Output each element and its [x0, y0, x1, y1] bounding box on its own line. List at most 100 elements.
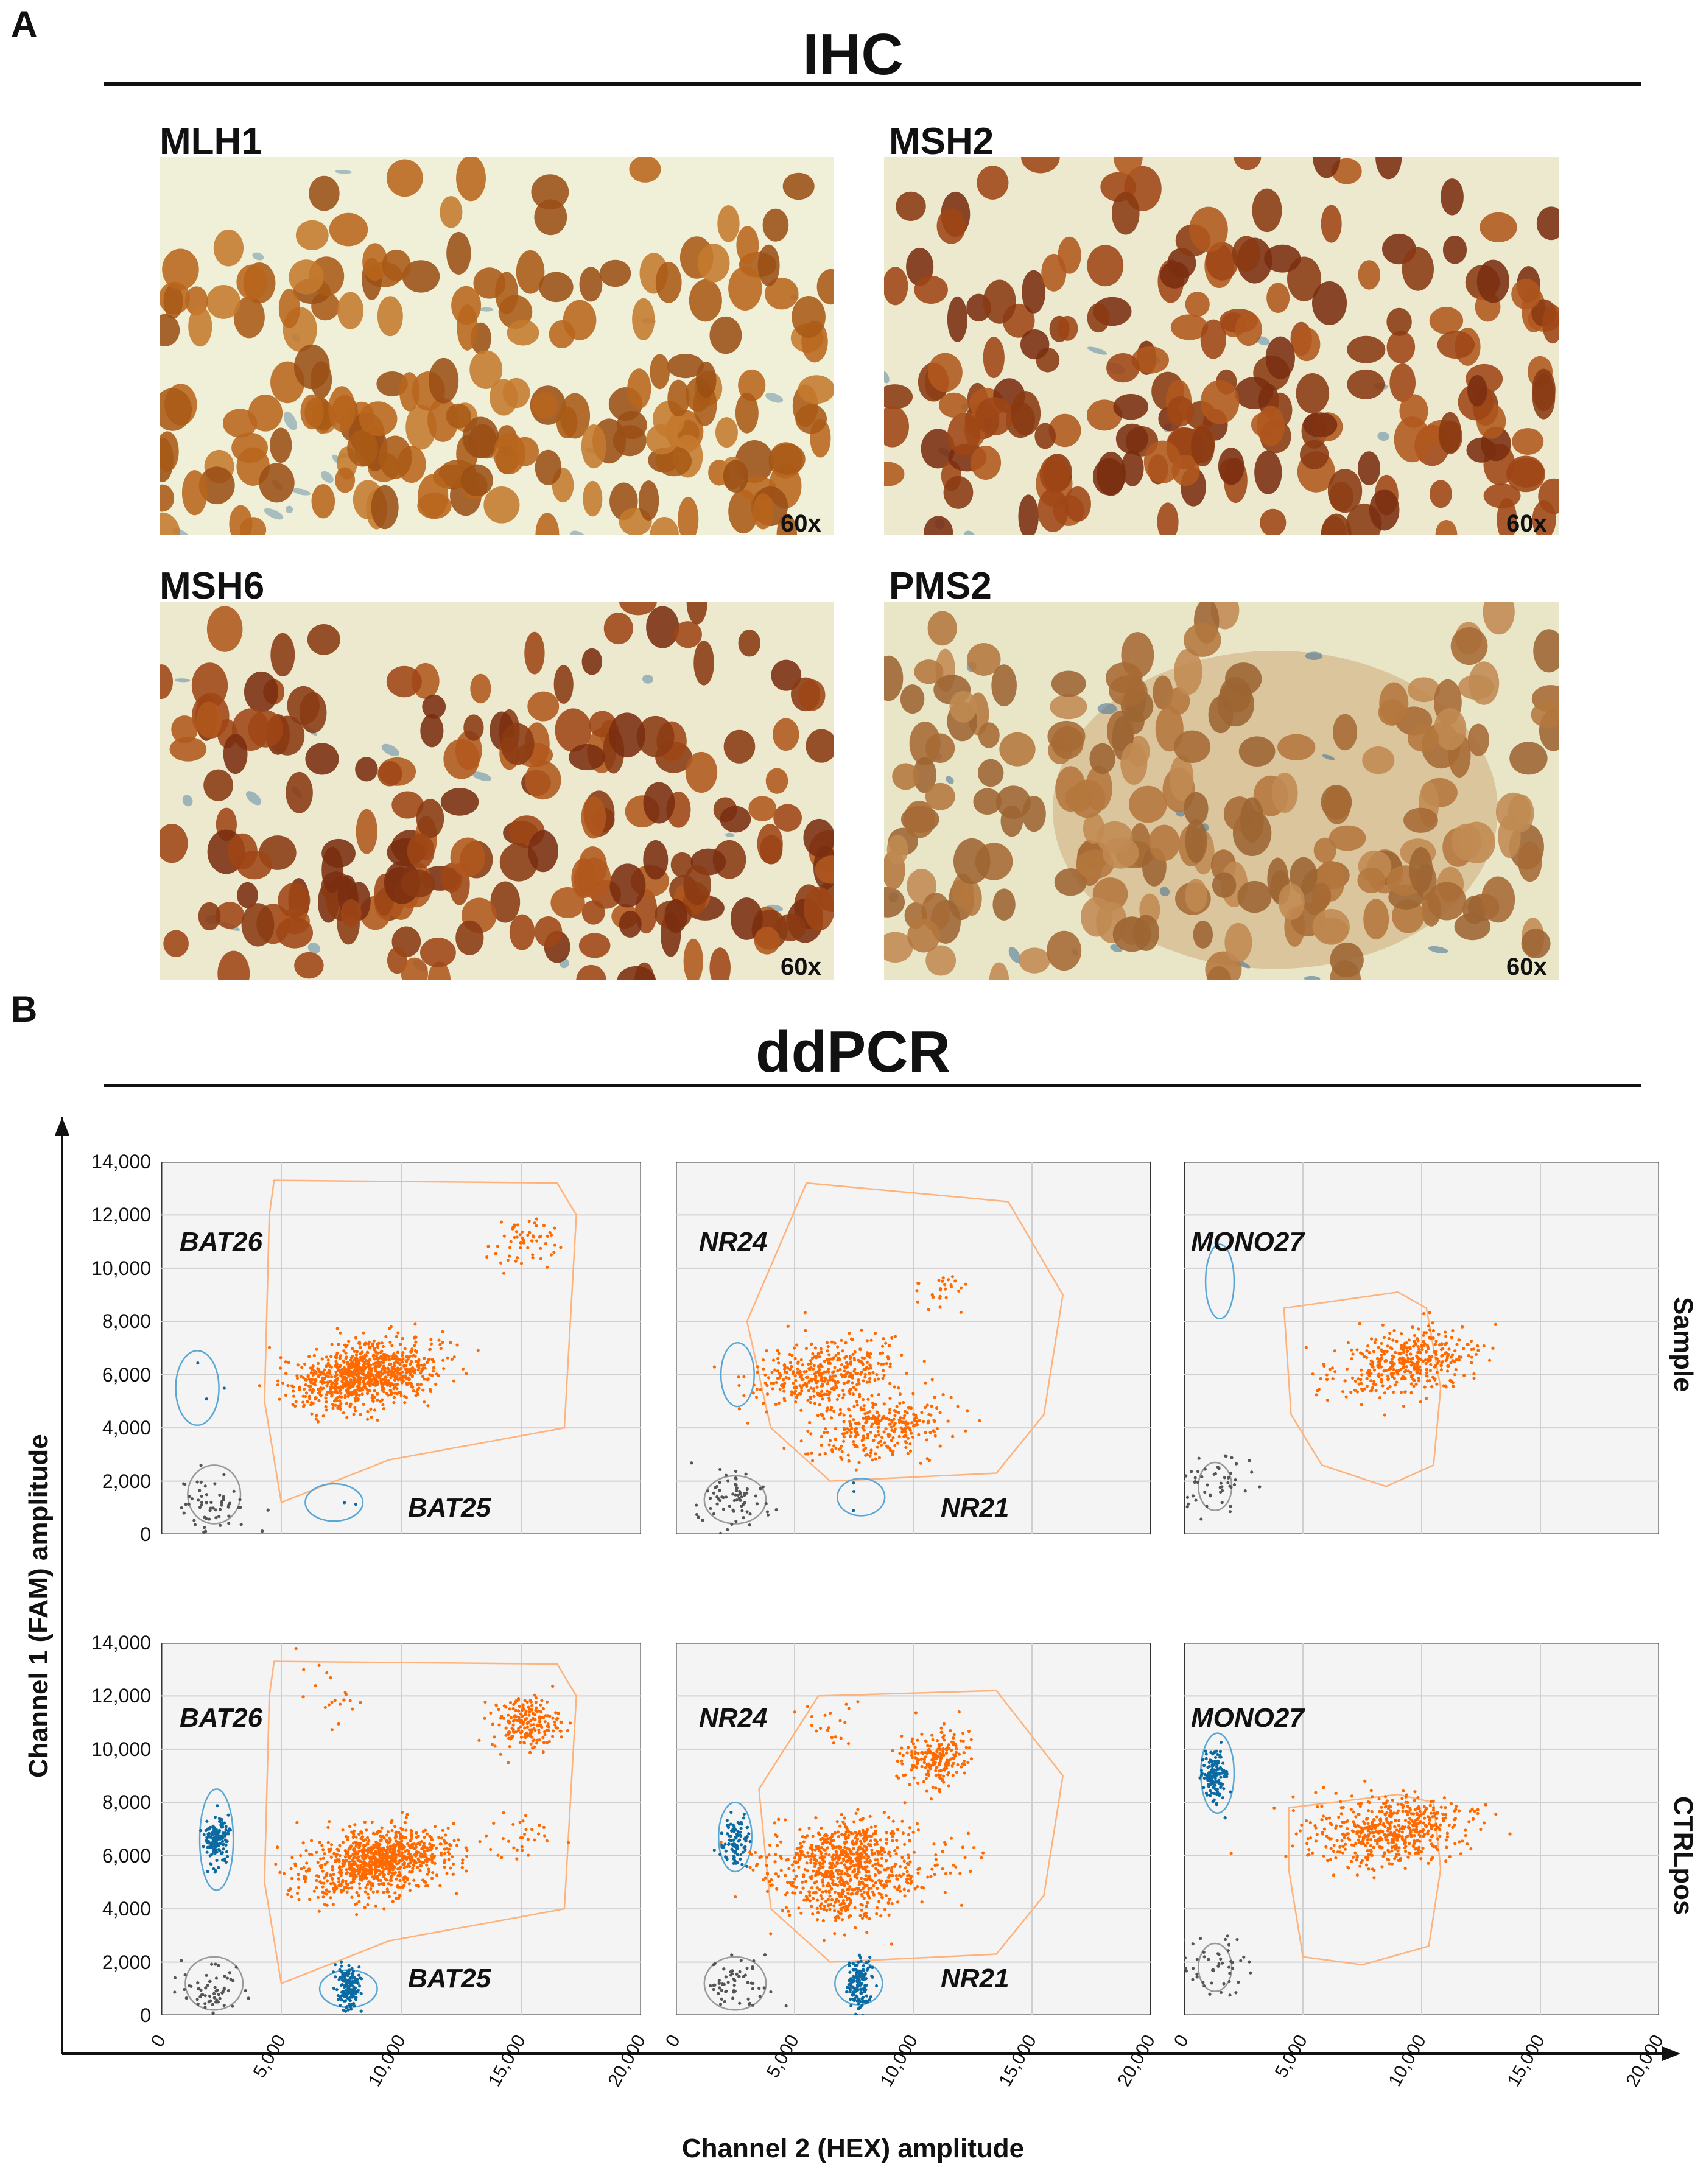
droplet-point	[367, 1847, 370, 1850]
droplet-point	[953, 1279, 957, 1283]
droplet-point	[1371, 1360, 1375, 1364]
droplet-point	[1391, 1390, 1395, 1394]
y-tick-label: 4,000	[102, 1417, 151, 1439]
droplet-point	[818, 1403, 821, 1406]
droplet-point	[369, 1363, 373, 1367]
ihc-nucleus	[1019, 947, 1050, 974]
droplet-point	[372, 1339, 376, 1343]
droplet-point	[793, 1374, 797, 1378]
droplet-point	[326, 1371, 329, 1375]
droplet-point	[552, 1729, 555, 1733]
droplet-point	[809, 1400, 812, 1405]
droplet-point	[836, 1369, 840, 1373]
ihc-nucleus	[462, 416, 499, 458]
droplet-point	[904, 1441, 908, 1445]
droplet-point	[1381, 1350, 1385, 1354]
droplet-point	[415, 1831, 418, 1835]
droplet-point	[423, 1835, 426, 1839]
droplet-point	[351, 1361, 354, 1364]
droplet-point	[290, 1384, 294, 1388]
droplet-point	[388, 1384, 392, 1388]
droplet-point	[329, 1855, 333, 1859]
droplet-point	[1243, 1489, 1247, 1493]
droplet-point	[517, 1727, 521, 1730]
droplet-point	[395, 1368, 398, 1372]
ihc-nucleus	[904, 801, 936, 838]
droplet-point	[511, 1707, 515, 1710]
ihc-nucleus	[1235, 312, 1262, 346]
droplet-point	[354, 1875, 357, 1879]
droplet-point	[816, 1391, 820, 1395]
droplet-point	[876, 1445, 879, 1449]
droplet-point	[546, 1234, 549, 1238]
droplet-point	[418, 1842, 422, 1846]
droplet-point	[368, 1389, 371, 1392]
ihc-nucleus	[420, 714, 444, 748]
droplet-point	[351, 1874, 355, 1878]
droplet-point	[382, 1407, 386, 1411]
droplet-point	[380, 1388, 384, 1392]
droplet-point	[1304, 1346, 1308, 1349]
droplet-point	[792, 1386, 796, 1390]
droplet-point	[284, 1360, 287, 1364]
y-axis-title: Channel 1 (FAM) amplitude	[24, 1434, 54, 1778]
droplet-point	[304, 1378, 308, 1382]
droplet-point	[538, 1235, 541, 1239]
droplet-point	[342, 1501, 346, 1505]
droplet-point	[489, 1847, 493, 1852]
droplet-point	[888, 1344, 891, 1347]
droplet-point	[396, 1867, 400, 1871]
ihc-nucleus	[1184, 792, 1209, 826]
droplet-point	[390, 1874, 393, 1878]
ihc-nucleus	[723, 460, 749, 493]
droplet-point	[510, 1736, 514, 1740]
droplet-point	[507, 1839, 511, 1843]
droplet-point	[1369, 1389, 1372, 1393]
droplet-point	[302, 1875, 306, 1878]
ihc-nucleus	[307, 624, 340, 655]
droplet-point	[877, 1414, 881, 1417]
droplet-point	[1258, 1485, 1262, 1489]
droplet-point	[332, 1986, 335, 1990]
droplet-point	[532, 1745, 536, 1749]
droplet-point	[397, 1896, 401, 1900]
droplet-point	[400, 1377, 404, 1381]
droplet-point	[1427, 1324, 1431, 1328]
ihc-stromal-nucleus	[381, 743, 399, 757]
ihc-nucleus	[579, 267, 603, 302]
droplet-point	[425, 1832, 429, 1836]
gate-fam-single	[175, 1350, 220, 1427]
ihc-label-pms2: PMS2	[889, 565, 992, 607]
droplet-point	[365, 1872, 368, 1875]
droplet-point	[755, 1388, 759, 1391]
droplet-point	[388, 1863, 391, 1866]
droplet-point	[355, 1891, 359, 1894]
ihc-nucleus	[1450, 627, 1488, 665]
ihc-nucleus	[816, 269, 834, 305]
droplet-point	[334, 1354, 338, 1357]
droplet-point	[321, 1856, 325, 1860]
droplet-point	[871, 1403, 875, 1407]
ihc-nucleus	[576, 964, 606, 980]
ihc-nucleus	[896, 191, 926, 221]
droplet-point	[337, 1722, 340, 1726]
droplet-point	[497, 1708, 500, 1712]
droplet-point	[761, 1358, 765, 1362]
ihc-nucleus	[973, 788, 1002, 815]
droplet-point	[1392, 1329, 1396, 1332]
droplet-point	[352, 1382, 356, 1386]
droplet-point	[345, 1890, 349, 1894]
ihc-nucleus	[248, 710, 284, 748]
droplet-point	[1416, 1371, 1419, 1375]
droplet-point	[502, 1716, 506, 1720]
droplet-point	[348, 1403, 352, 1407]
ihc-nucleus	[774, 913, 806, 941]
droplet-point	[951, 1434, 955, 1438]
droplet-point	[871, 1371, 875, 1375]
droplet-point	[720, 1989, 723, 1992]
droplet-point	[877, 1392, 880, 1397]
ihc-stromal-nucleus	[1428, 946, 1448, 953]
droplet-point	[384, 1366, 387, 1370]
droplet-point	[1409, 1371, 1413, 1374]
droplet-point	[827, 1367, 830, 1371]
